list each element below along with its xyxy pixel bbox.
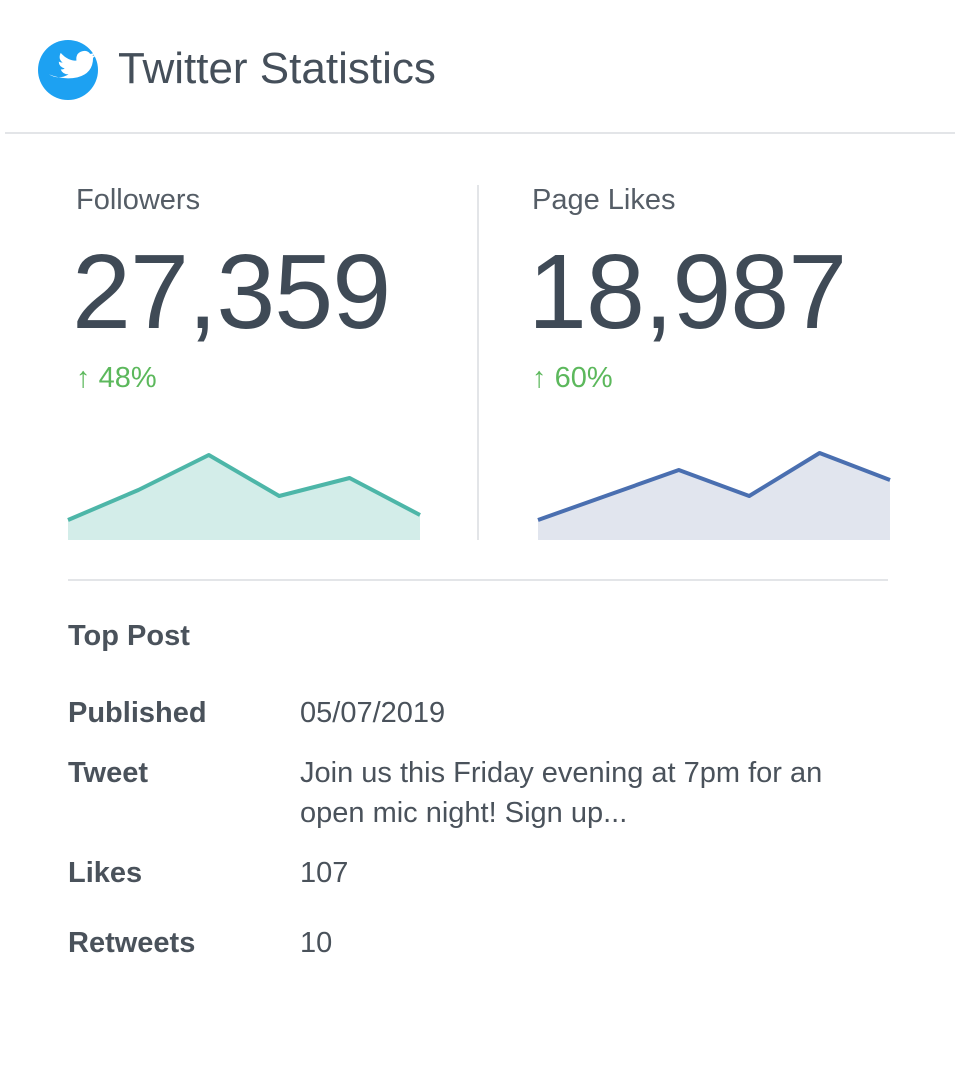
- change-value: 60%: [554, 362, 613, 394]
- row-value: 107: [300, 857, 349, 889]
- metric-label: Followers: [76, 184, 201, 216]
- sparkline-area: [68, 455, 420, 540]
- row-label: Tweet: [68, 757, 149, 789]
- row-value: 10: [300, 927, 333, 959]
- metric-change: ↑ 60%: [532, 362, 613, 395]
- metric-label: Page Likes: [532, 184, 676, 216]
- title: Twitter Statistics: [118, 44, 436, 93]
- row-label: Published: [68, 697, 207, 729]
- metric-value: 18,987: [528, 233, 847, 351]
- metric-value: 27,359: [72, 233, 391, 351]
- twitter-bird: [48, 50, 96, 79]
- metric-change: ↑ 48%: [76, 362, 157, 395]
- change-value: 48%: [98, 362, 157, 394]
- sparkline-area: [538, 453, 890, 540]
- sparkline-line: [537, 451, 891, 522]
- up-arrow: ↑: [532, 362, 555, 394]
- sparkline-line: [67, 453, 421, 522]
- row-label: Likes: [68, 857, 143, 889]
- sparklines: [67, 451, 891, 540]
- section-title: Top Post: [68, 620, 190, 652]
- row-label: Retweets: [68, 927, 196, 959]
- row-value: Join us this Friday evening at 7pm for a…: [300, 757, 823, 829]
- row-value: 05/07/2019: [300, 697, 446, 729]
- up-arrow: ↑: [76, 362, 99, 394]
